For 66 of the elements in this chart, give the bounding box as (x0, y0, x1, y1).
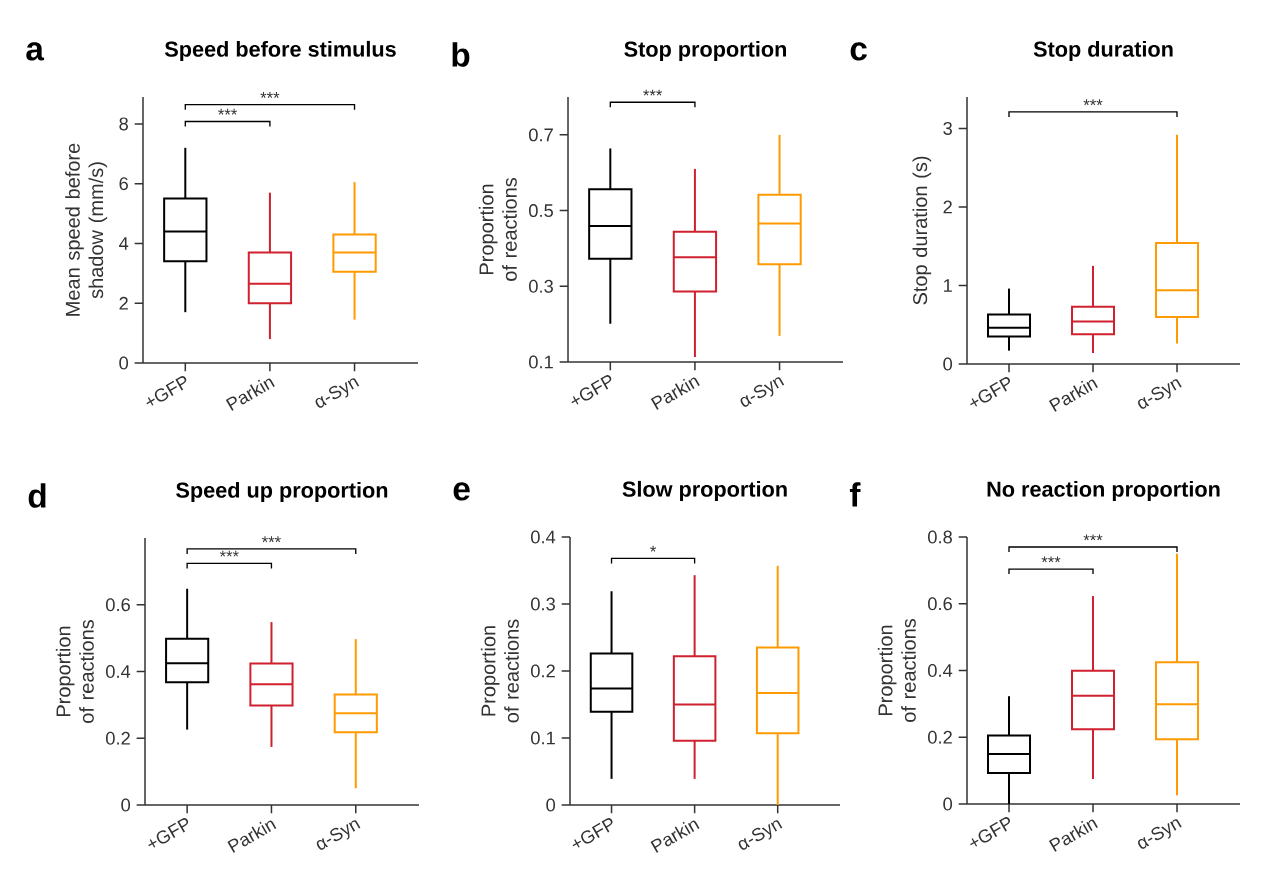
y-tick-label: 0.4 (531, 530, 556, 544)
y-axis-title: Stop duration (s) (912, 156, 932, 305)
annotation: *** (1083, 534, 1103, 541)
text: *** (643, 89, 663, 96)
y-tick-label: 0.4 (928, 664, 953, 677)
text: c (850, 42, 867, 61)
chart-title: No reaction proportion (987, 480, 1220, 502)
x-tick-label: α-Syn (1138, 379, 1182, 409)
y-tick-label: 0.1 (531, 731, 555, 745)
annotation: *** (260, 92, 280, 98)
y-tick-label: 0.2 (531, 664, 555, 678)
y-tick-label: 0 (546, 798, 556, 812)
y-tick-label: 0.5 (529, 204, 553, 218)
x-tick-label: α-Syn (315, 378, 360, 408)
x-tick-label: α-Syn (738, 820, 783, 850)
text: e (453, 482, 470, 501)
x-tick-label: +GFP (572, 818, 613, 848)
y-axis-title: Proportion of reactions (480, 619, 519, 723)
annotation: *** (261, 536, 281, 543)
chart-title: Slow proportion (622, 480, 787, 502)
x-tick-label: +GFP (146, 376, 187, 406)
y-tick-label: 2 (119, 296, 128, 310)
x-tick-label: α-Syn (316, 820, 361, 850)
y-tick-label: 8 (119, 117, 128, 131)
chart-title: Stop proportion (624, 40, 786, 62)
y-tick-label: 2 (943, 200, 952, 214)
text: d (28, 483, 46, 508)
y-tick-label: 0 (943, 357, 953, 371)
annotation: *** (1041, 556, 1061, 563)
x-tick-label: α-Syn (1138, 819, 1182, 849)
text: f (849, 482, 861, 507)
y-tick-label: 0 (121, 798, 131, 812)
x-tick-label: +GFP (148, 818, 189, 848)
y-tick-label: 0.8 (928, 530, 952, 544)
chart-title: Speed before stimulus (164, 40, 396, 62)
chart-title: Speed up proportion (176, 481, 388, 503)
y-axis-title: Mean speed before shadow (mm/s) (65, 143, 108, 316)
text: b (452, 42, 470, 67)
y-tick-label: 4 (119, 237, 129, 250)
annotation: *** (218, 108, 238, 115)
text: a (26, 42, 45, 61)
x-tick-label: +GFP (970, 377, 1011, 407)
y-tick-label: 0.3 (531, 597, 555, 611)
annotation: * (650, 545, 657, 552)
y-tick-label: 0.6 (106, 598, 130, 612)
annotation: *** (219, 550, 239, 557)
y-tick-label: 0 (943, 797, 953, 811)
y-tick-label: 0.3 (529, 279, 553, 293)
y-tick-label: 6 (119, 177, 128, 191)
y-axis-title: Proportion of reactions (478, 177, 517, 281)
annotation: *** (1083, 99, 1103, 106)
x-tick-label: α-Syn (740, 377, 785, 407)
y-tick-label: 0.2 (106, 731, 130, 745)
y-tick-label: 0.7 (529, 128, 553, 142)
y-tick-label: 0 (119, 356, 129, 370)
y-tick-label: 1 (943, 279, 952, 292)
y-tick-label: 0.6 (928, 597, 952, 611)
y-tick-label: 0.2 (928, 730, 952, 744)
y-tick-label: 0.4 (106, 665, 131, 678)
y-axis-title: Proportion of reactions (877, 618, 916, 722)
y-axis-title: Proportion of reactions (55, 619, 94, 723)
y-tick-label: 0.1 (529, 355, 553, 369)
x-tick-label: +GFP (571, 375, 612, 405)
chart-title: Stop duration (1033, 40, 1173, 62)
x-tick-label: +GFP (970, 817, 1011, 847)
y-tick-label: 3 (943, 121, 952, 135)
